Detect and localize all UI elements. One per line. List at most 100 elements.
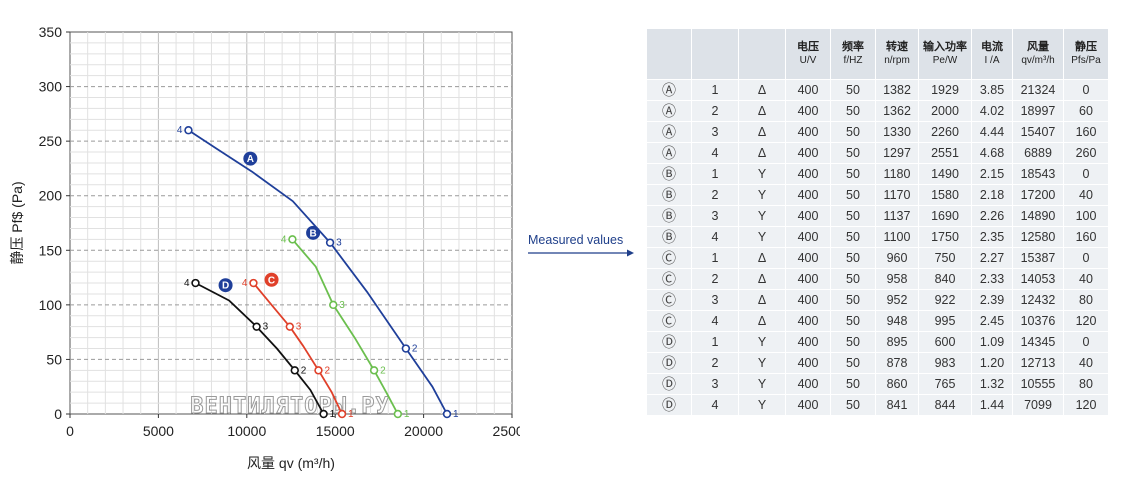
curve-badge-label: C — [268, 275, 275, 286]
table-cell: Y — [739, 227, 785, 247]
data-point-label: 4 — [281, 234, 287, 245]
series-line — [252, 282, 343, 415]
data-point-label: 3 — [296, 322, 302, 333]
table-cell: Y — [739, 374, 785, 394]
table-cell: 50 — [831, 227, 875, 247]
table-cell: 4.68 — [972, 143, 1012, 163]
table-cell: Δ — [739, 248, 785, 268]
data-point-label: 2 — [412, 344, 418, 355]
table-cell: 600 — [919, 332, 971, 352]
table-header-cell — [739, 29, 785, 79]
table-cell: 50 — [831, 353, 875, 373]
table-cell: 2.45 — [972, 311, 1012, 331]
table-cell: 3 — [692, 290, 738, 310]
table-header-cell: 风量 qv/m³/h — [1013, 29, 1063, 79]
plot-area — [69, 31, 513, 415]
table-cell: 1.09 — [972, 332, 1012, 352]
table-cell: Ⓓ — [647, 374, 691, 394]
table-cell: Δ — [739, 269, 785, 289]
series-a: 1 2 3 4 A — [177, 125, 459, 420]
table-cell: 952 — [876, 290, 918, 310]
x-tick-label: 20000 — [404, 423, 443, 439]
table-cell: 1750 — [919, 227, 971, 247]
table-cell: 400 — [786, 143, 830, 163]
table-cell: 400 — [786, 122, 830, 142]
table-cell: 40 — [1064, 185, 1108, 205]
table-cell: 40 — [1064, 353, 1108, 373]
table-row: Ⓑ 2 Y 400 50 1170 1580 2.18 17200 40 — [647, 185, 1108, 205]
table-cell: 18997 — [1013, 101, 1063, 121]
header-unit: Pe/W — [932, 55, 958, 66]
table-cell: 400 — [786, 332, 830, 352]
table-row: Ⓐ 2 Δ 400 50 1362 2000 4.02 18997 60 — [647, 101, 1108, 121]
table-row: Ⓒ 1 Δ 400 50 960 750 2.27 15387 0 — [647, 248, 1108, 268]
data-point — [369, 366, 379, 375]
table-cell: 80 — [1064, 374, 1108, 394]
table-cell: 840 — [919, 269, 971, 289]
table-cell: 922 — [919, 290, 971, 310]
table-cell: Y — [739, 353, 785, 373]
data-point — [290, 366, 299, 375]
table-header-cell — [647, 29, 691, 79]
x-tick-label: 5000 — [143, 423, 174, 439]
table-cell: 18543 — [1013, 164, 1063, 184]
data-point-label: 1 — [404, 409, 410, 420]
table-row: Ⓒ 2 Δ 400 50 958 840 2.33 14053 40 — [647, 269, 1108, 289]
table-cell: Δ — [739, 143, 785, 163]
table-row: Ⓐ 4 Δ 400 50 1297 2551 4.68 6889 260 — [647, 143, 1108, 163]
table-cell: 1137 — [876, 206, 918, 226]
y-tick-label: 200 — [39, 188, 63, 204]
table-cell: 50 — [831, 101, 875, 121]
table-cell: 0 — [1064, 164, 1108, 184]
table-cell: 60 — [1064, 101, 1108, 121]
table-cell: 1330 — [876, 122, 918, 142]
table-cell: 400 — [786, 353, 830, 373]
table-cell: 12432 — [1013, 290, 1063, 310]
data-point-label: 3 — [263, 322, 269, 333]
table-cell: 120 — [1064, 395, 1108, 415]
table-cell: 50 — [831, 290, 875, 310]
table-cell: 2.26 — [972, 206, 1012, 226]
table-cell: 0 — [1064, 332, 1108, 352]
table-cell: Ⓓ — [647, 395, 691, 415]
table-header-row: 电压 U/V 频率 f/HZ 转速 n/rpm 输入功率 Pe/W 电流 I /A 风量 qv/m³/… — [647, 29, 1108, 79]
y-tick-label: 250 — [39, 133, 63, 149]
series-line — [195, 282, 325, 415]
data-point-label: 2 — [380, 365, 386, 376]
table-cell: 50 — [831, 395, 875, 415]
table-cell: 21324 — [1013, 80, 1063, 100]
table-cell: 750 — [919, 248, 971, 268]
table-cell: 160 — [1064, 227, 1108, 247]
header-title: 频率 — [842, 41, 864, 53]
table-cell: Ⓑ — [647, 227, 691, 247]
table-row: Ⓐ 1 Δ 400 50 1382 1929 3.85 21324 0 — [647, 80, 1108, 100]
table-cell: 1170 — [876, 185, 918, 205]
table-cell: 1 — [692, 80, 738, 100]
table-header-cell: 转速 n/rpm — [876, 29, 918, 79]
table-cell: 948 — [876, 311, 918, 331]
table-cell: 3 — [692, 122, 738, 142]
data-point — [401, 344, 411, 353]
table-row: Ⓓ 1 Y 400 50 895 600 1.09 14345 0 — [647, 332, 1108, 352]
table-header-cell: 静压 Pfs/Pa — [1064, 29, 1108, 79]
table-cell: 10376 — [1013, 311, 1063, 331]
table-cell: 3 — [692, 206, 738, 226]
table-cell: 995 — [919, 311, 971, 331]
table-header-cell: 电压 U/V — [786, 29, 830, 79]
table-cell: 1690 — [919, 206, 971, 226]
series-d: 1 2 3 4 D — [184, 278, 336, 420]
y-tick-label: 100 — [39, 297, 63, 313]
table-cell: 4 — [692, 227, 738, 247]
x-tick-label: 0 — [66, 423, 74, 439]
header-title: 静压 — [1075, 41, 1097, 53]
data-point — [252, 322, 261, 331]
table-cell: 2.33 — [972, 269, 1012, 289]
table-cell: 1.44 — [972, 395, 1012, 415]
table-cell: 4.44 — [972, 122, 1012, 142]
table-row: Ⓒ 4 Δ 400 50 948 995 2.45 10376 120 — [647, 311, 1108, 331]
table-cell: 2 — [692, 353, 738, 373]
series-c: 1 2 3 4 C — [242, 272, 354, 420]
table-cell: 1362 — [876, 101, 918, 121]
